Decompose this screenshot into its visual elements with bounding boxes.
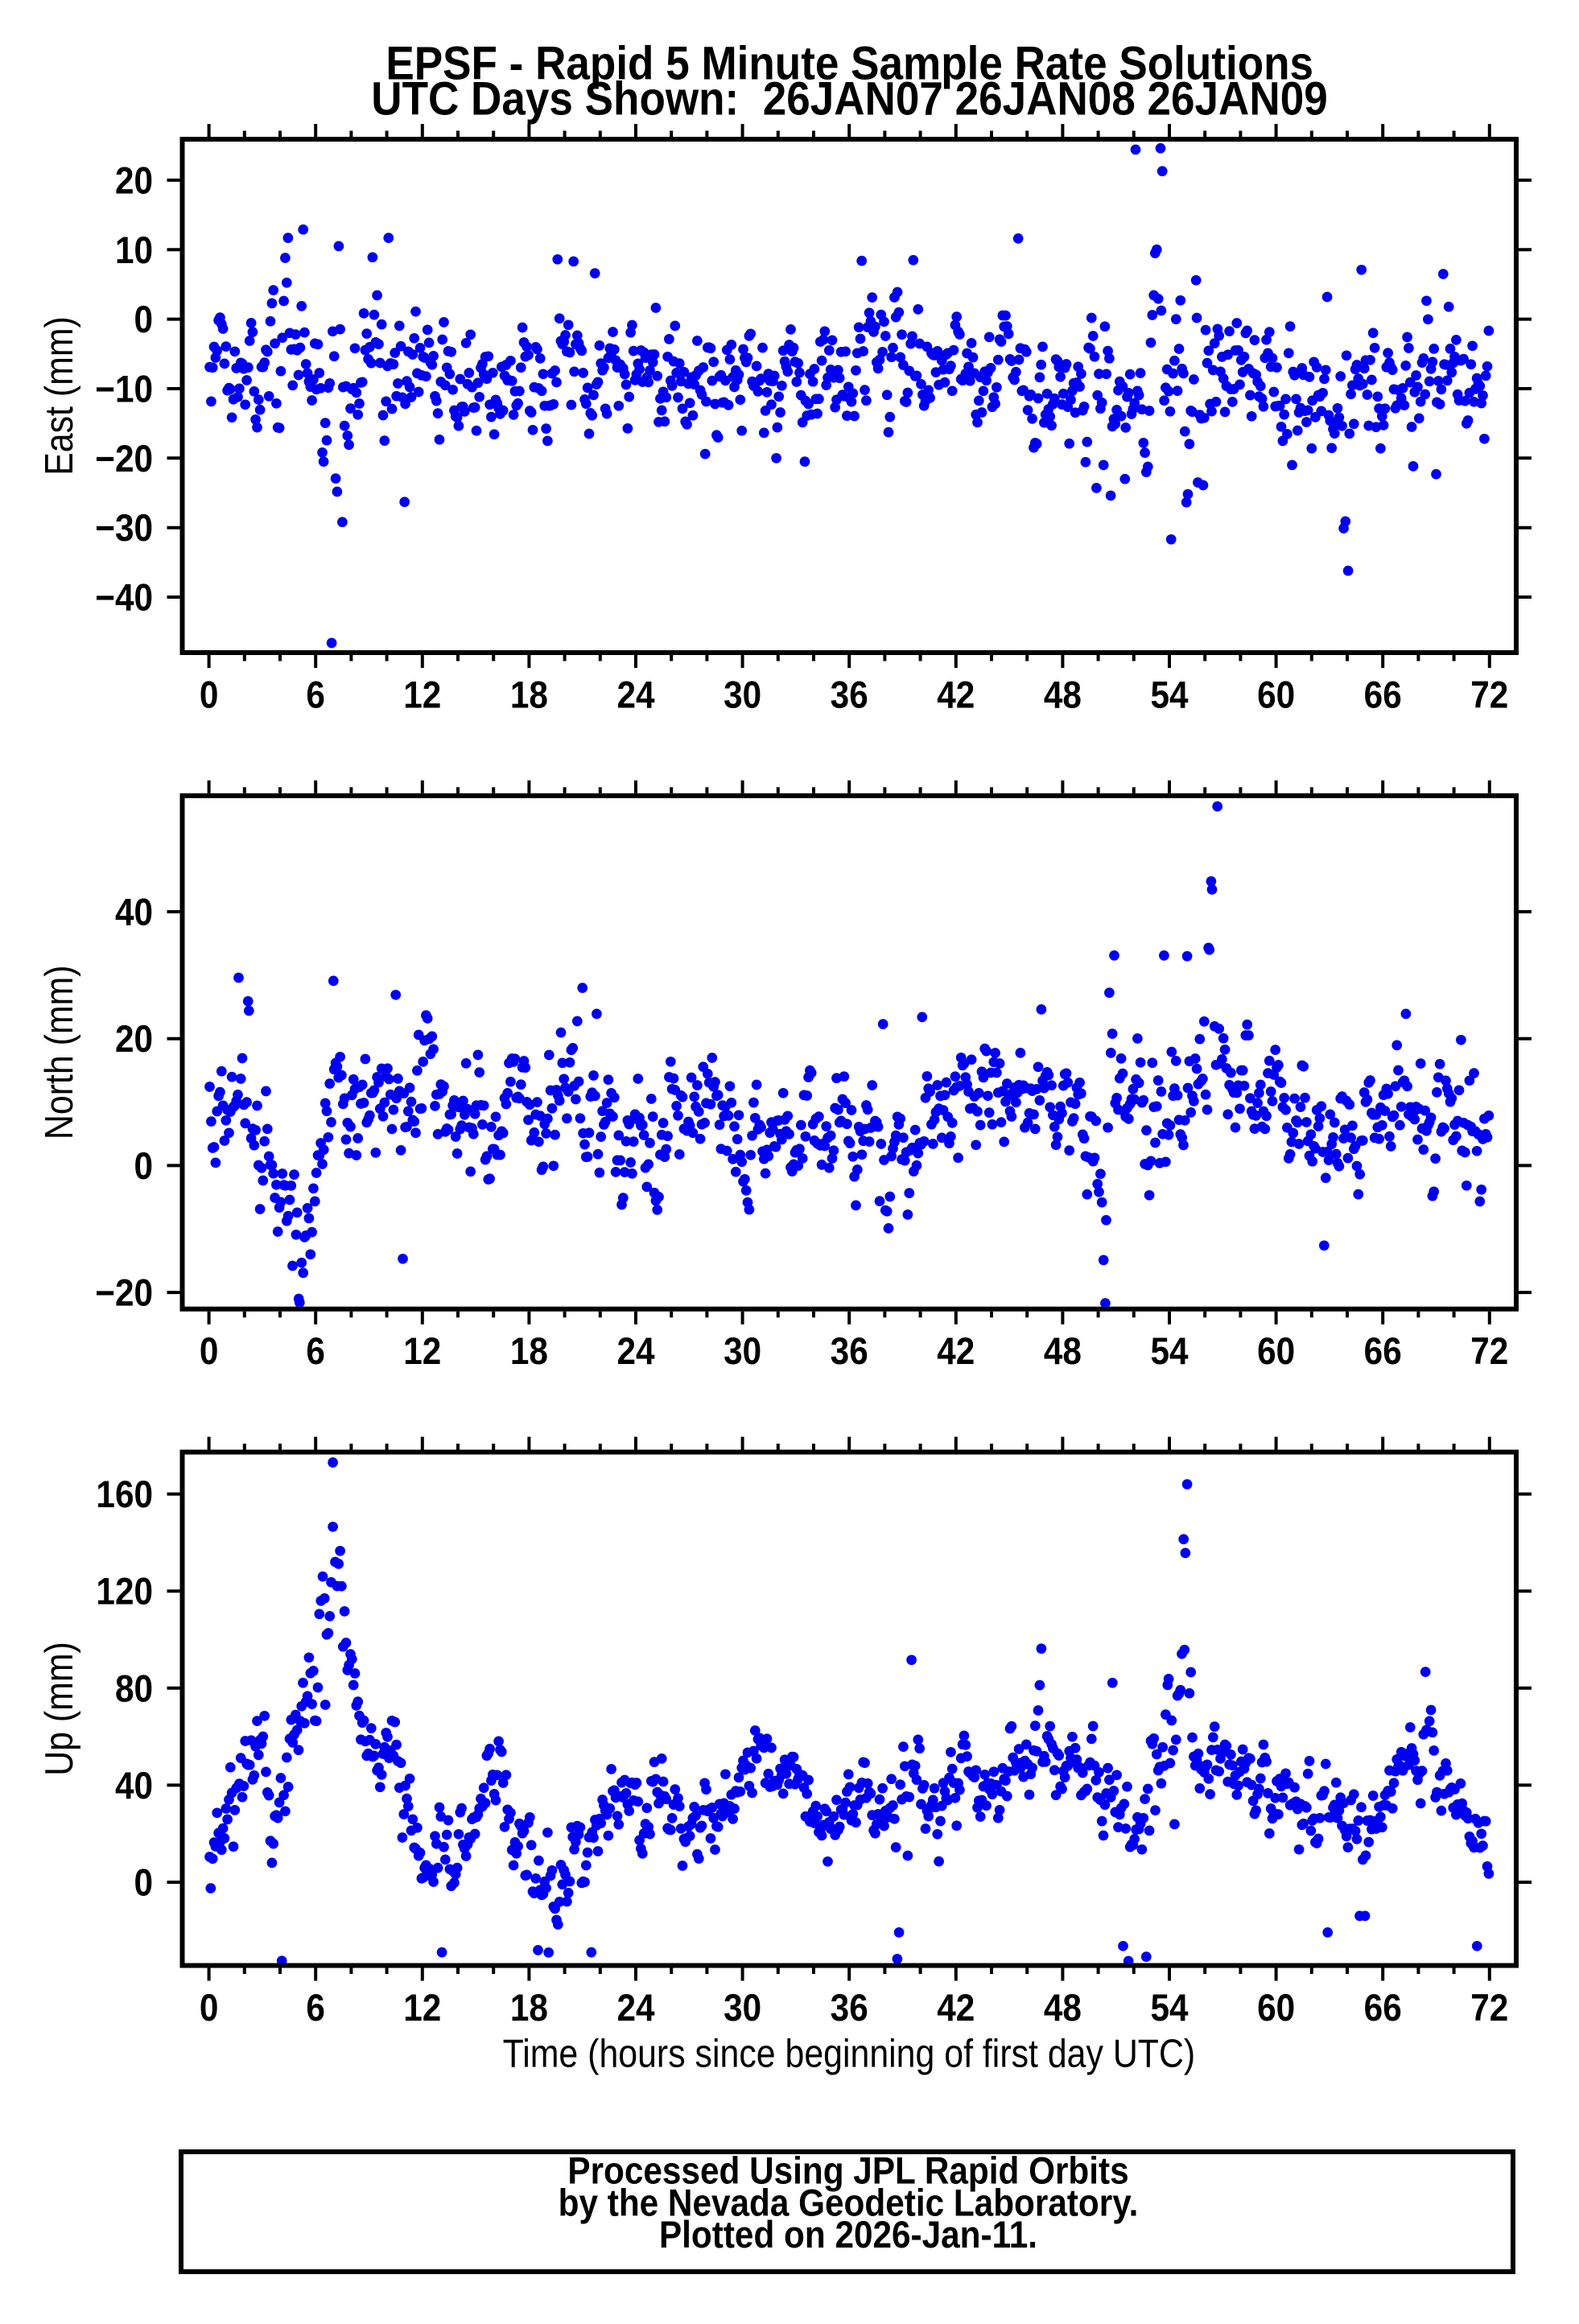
svg-text:Processed Using JPL Rapid Orbi: Processed Using JPL Rapid Orbits <box>567 2150 1128 2192</box>
svg-text:54: 54 <box>1150 675 1188 717</box>
svg-text:18: 18 <box>510 675 548 717</box>
svg-text:30: 30 <box>724 1988 761 2029</box>
svg-text:20: 20 <box>115 1019 153 1061</box>
svg-text:30: 30 <box>724 1331 761 1373</box>
svg-text:by the Nevada Geodetic Laborat: by the Nevada Geodetic Laboratory. <box>559 2182 1139 2224</box>
svg-text:42: 42 <box>937 675 975 717</box>
svg-text:20: 20 <box>115 160 153 202</box>
svg-text:66: 66 <box>1364 675 1402 717</box>
svg-text:36: 36 <box>831 675 868 717</box>
svg-text:−10: −10 <box>95 369 153 411</box>
svg-text:54: 54 <box>1150 1331 1188 1373</box>
svg-text:East (mm): East (mm) <box>36 316 80 476</box>
svg-text:72: 72 <box>1470 675 1508 717</box>
svg-text:0: 0 <box>200 675 219 717</box>
svg-text:36: 36 <box>831 1331 868 1373</box>
svg-text:0: 0 <box>134 1146 153 1188</box>
svg-text:0: 0 <box>200 1331 219 1373</box>
svg-text:60: 60 <box>1257 1331 1295 1373</box>
svg-text:Plotted on 2026-Jan-11.: Plotted on 2026-Jan-11. <box>659 2215 1037 2256</box>
svg-text:48: 48 <box>1044 1331 1082 1373</box>
svg-text:48: 48 <box>1044 1988 1082 2029</box>
svg-text:6: 6 <box>306 675 325 717</box>
svg-text:24: 24 <box>616 1331 654 1373</box>
svg-text:Time (hours since beginning of: Time (hours since beginning of first day… <box>503 2031 1196 2075</box>
svg-text:6: 6 <box>306 1331 325 1373</box>
svg-text:6: 6 <box>306 1988 325 2029</box>
svg-text:120: 120 <box>96 1572 153 1613</box>
svg-text:12: 12 <box>403 1988 441 2029</box>
svg-text:12: 12 <box>403 675 441 717</box>
svg-text:66: 66 <box>1364 1988 1402 2029</box>
svg-text:48: 48 <box>1044 675 1082 717</box>
svg-text:12: 12 <box>403 1331 441 1373</box>
svg-text:24: 24 <box>616 675 654 717</box>
svg-text:72: 72 <box>1470 1331 1508 1373</box>
svg-text:30: 30 <box>724 675 761 717</box>
svg-text:−40: −40 <box>95 578 153 620</box>
svg-text:42: 42 <box>937 1988 975 2029</box>
svg-text:72: 72 <box>1470 1988 1508 2029</box>
svg-text:54: 54 <box>1150 1988 1188 2029</box>
svg-text:−30: −30 <box>95 508 153 550</box>
svg-text:18: 18 <box>510 1988 548 2029</box>
svg-text:40: 40 <box>115 1766 153 1807</box>
svg-text:40: 40 <box>115 892 153 934</box>
svg-text:Up (mm): Up (mm) <box>36 1642 80 1776</box>
svg-text:160: 160 <box>96 1474 153 1516</box>
svg-text:0: 0 <box>200 1988 219 2029</box>
svg-text:North (mm): North (mm) <box>36 965 80 1139</box>
svg-text:10: 10 <box>115 230 153 272</box>
svg-text:18: 18 <box>510 1331 548 1373</box>
svg-text:60: 60 <box>1257 675 1295 717</box>
svg-text:42: 42 <box>937 1331 975 1373</box>
svg-text:60: 60 <box>1257 1988 1295 2029</box>
svg-text:−20: −20 <box>95 439 153 480</box>
svg-text:66: 66 <box>1364 1331 1402 1373</box>
svg-text:UTC Days Shown: 26JAN07 26JAN: UTC Days Shown: 26JAN07 26JAN08 26JAN09 <box>371 72 1327 125</box>
svg-text:0: 0 <box>134 299 153 341</box>
svg-text:−20: −20 <box>95 1273 153 1315</box>
svg-text:0: 0 <box>134 1863 153 1905</box>
svg-text:EPSF - Rapid 5 Minute Sample R: EPSF - Rapid 5 Minute Sample Rate Soluti… <box>385 37 1313 89</box>
svg-text:24: 24 <box>616 1988 654 2029</box>
svg-text:80: 80 <box>115 1668 153 1710</box>
svg-text:36: 36 <box>831 1988 868 2029</box>
